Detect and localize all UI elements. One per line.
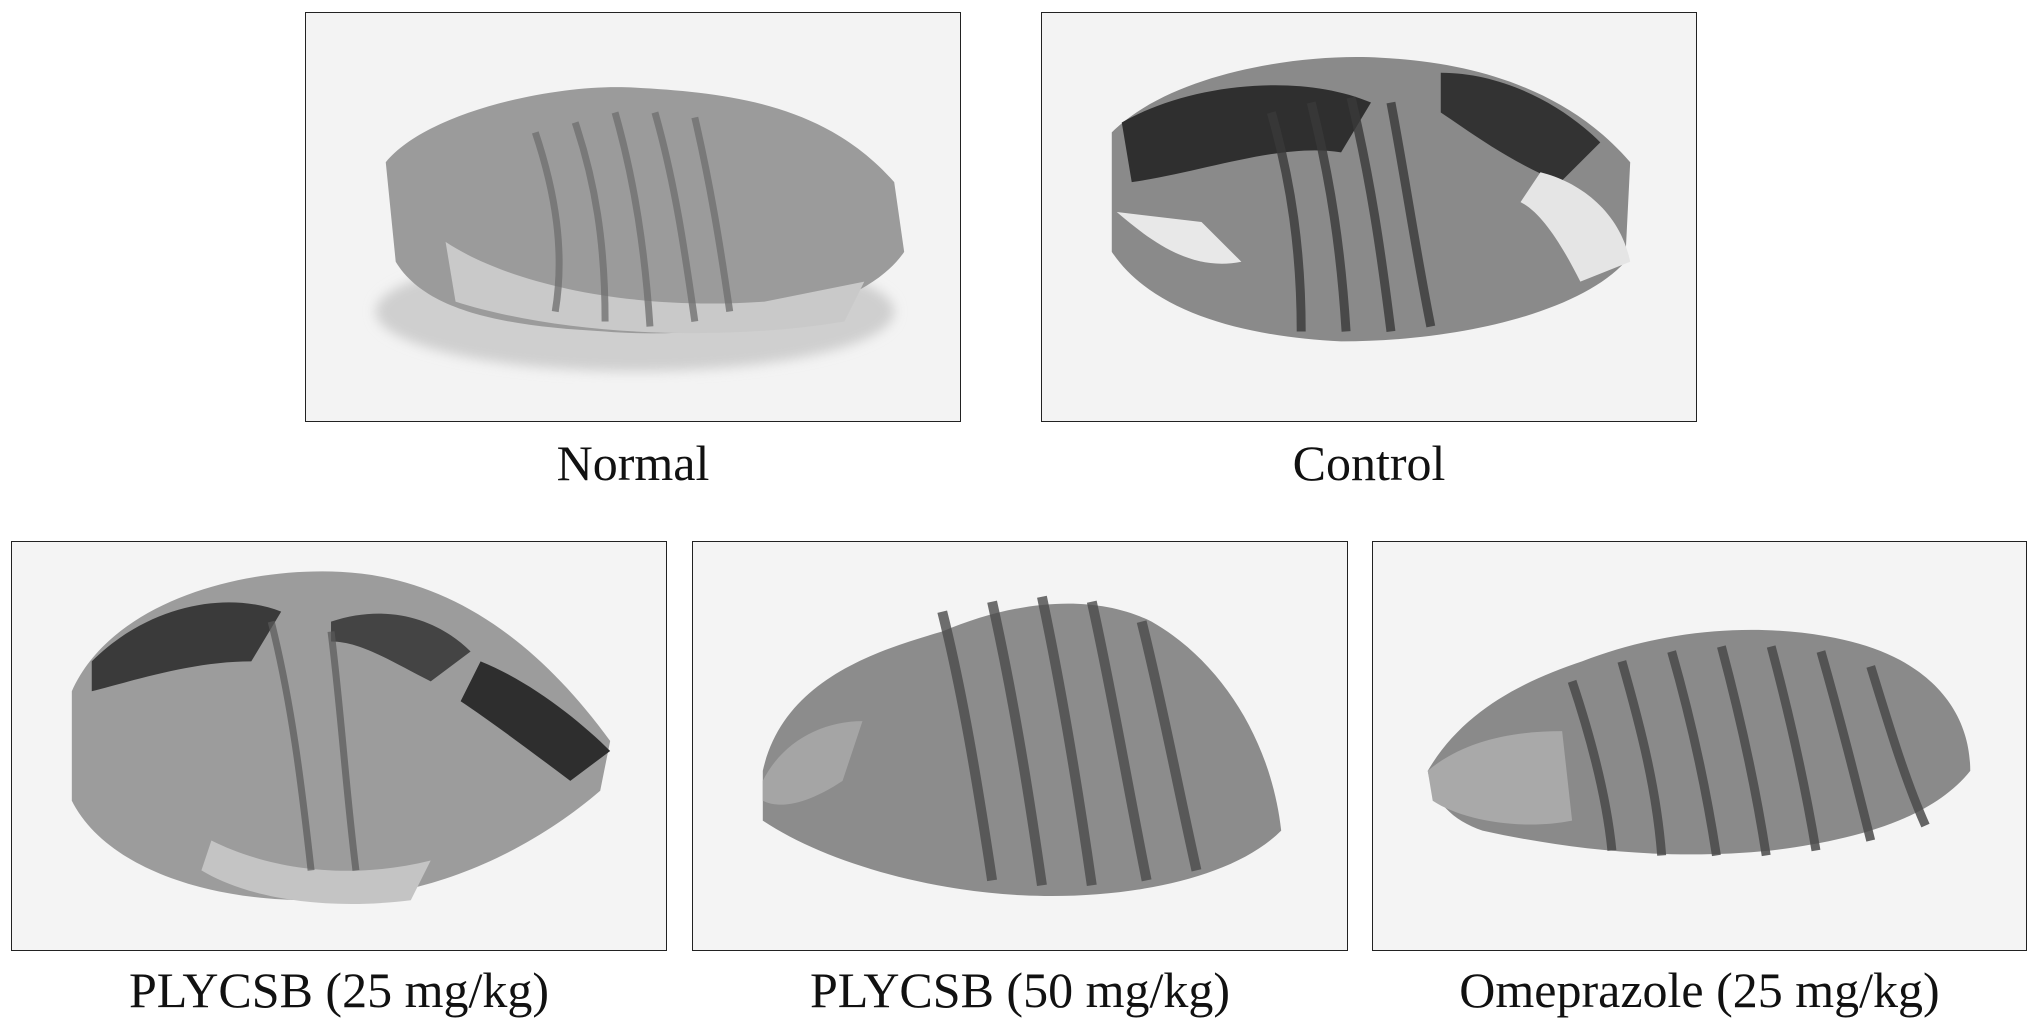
stomach-photo-plycsb-50 bbox=[692, 541, 1348, 951]
caption-normal: Normal bbox=[556, 435, 710, 491]
caption-plycsb-25: PLYCSB (25 mg/kg) bbox=[128, 962, 550, 1018]
stomach-photo-plycsb-25 bbox=[11, 541, 667, 951]
caption-plycsb-50: PLYCSB (50 mg/kg) bbox=[809, 962, 1231, 1018]
stomach-photo-normal bbox=[305, 12, 961, 422]
stomach-photo-control bbox=[1041, 12, 1697, 422]
caption-control: Control bbox=[1292, 435, 1446, 491]
caption-omeprazole-25: Omeprazole (25 mg/kg) bbox=[1459, 962, 1940, 1018]
stomach-photo-omeprazole-25 bbox=[1372, 541, 2027, 951]
